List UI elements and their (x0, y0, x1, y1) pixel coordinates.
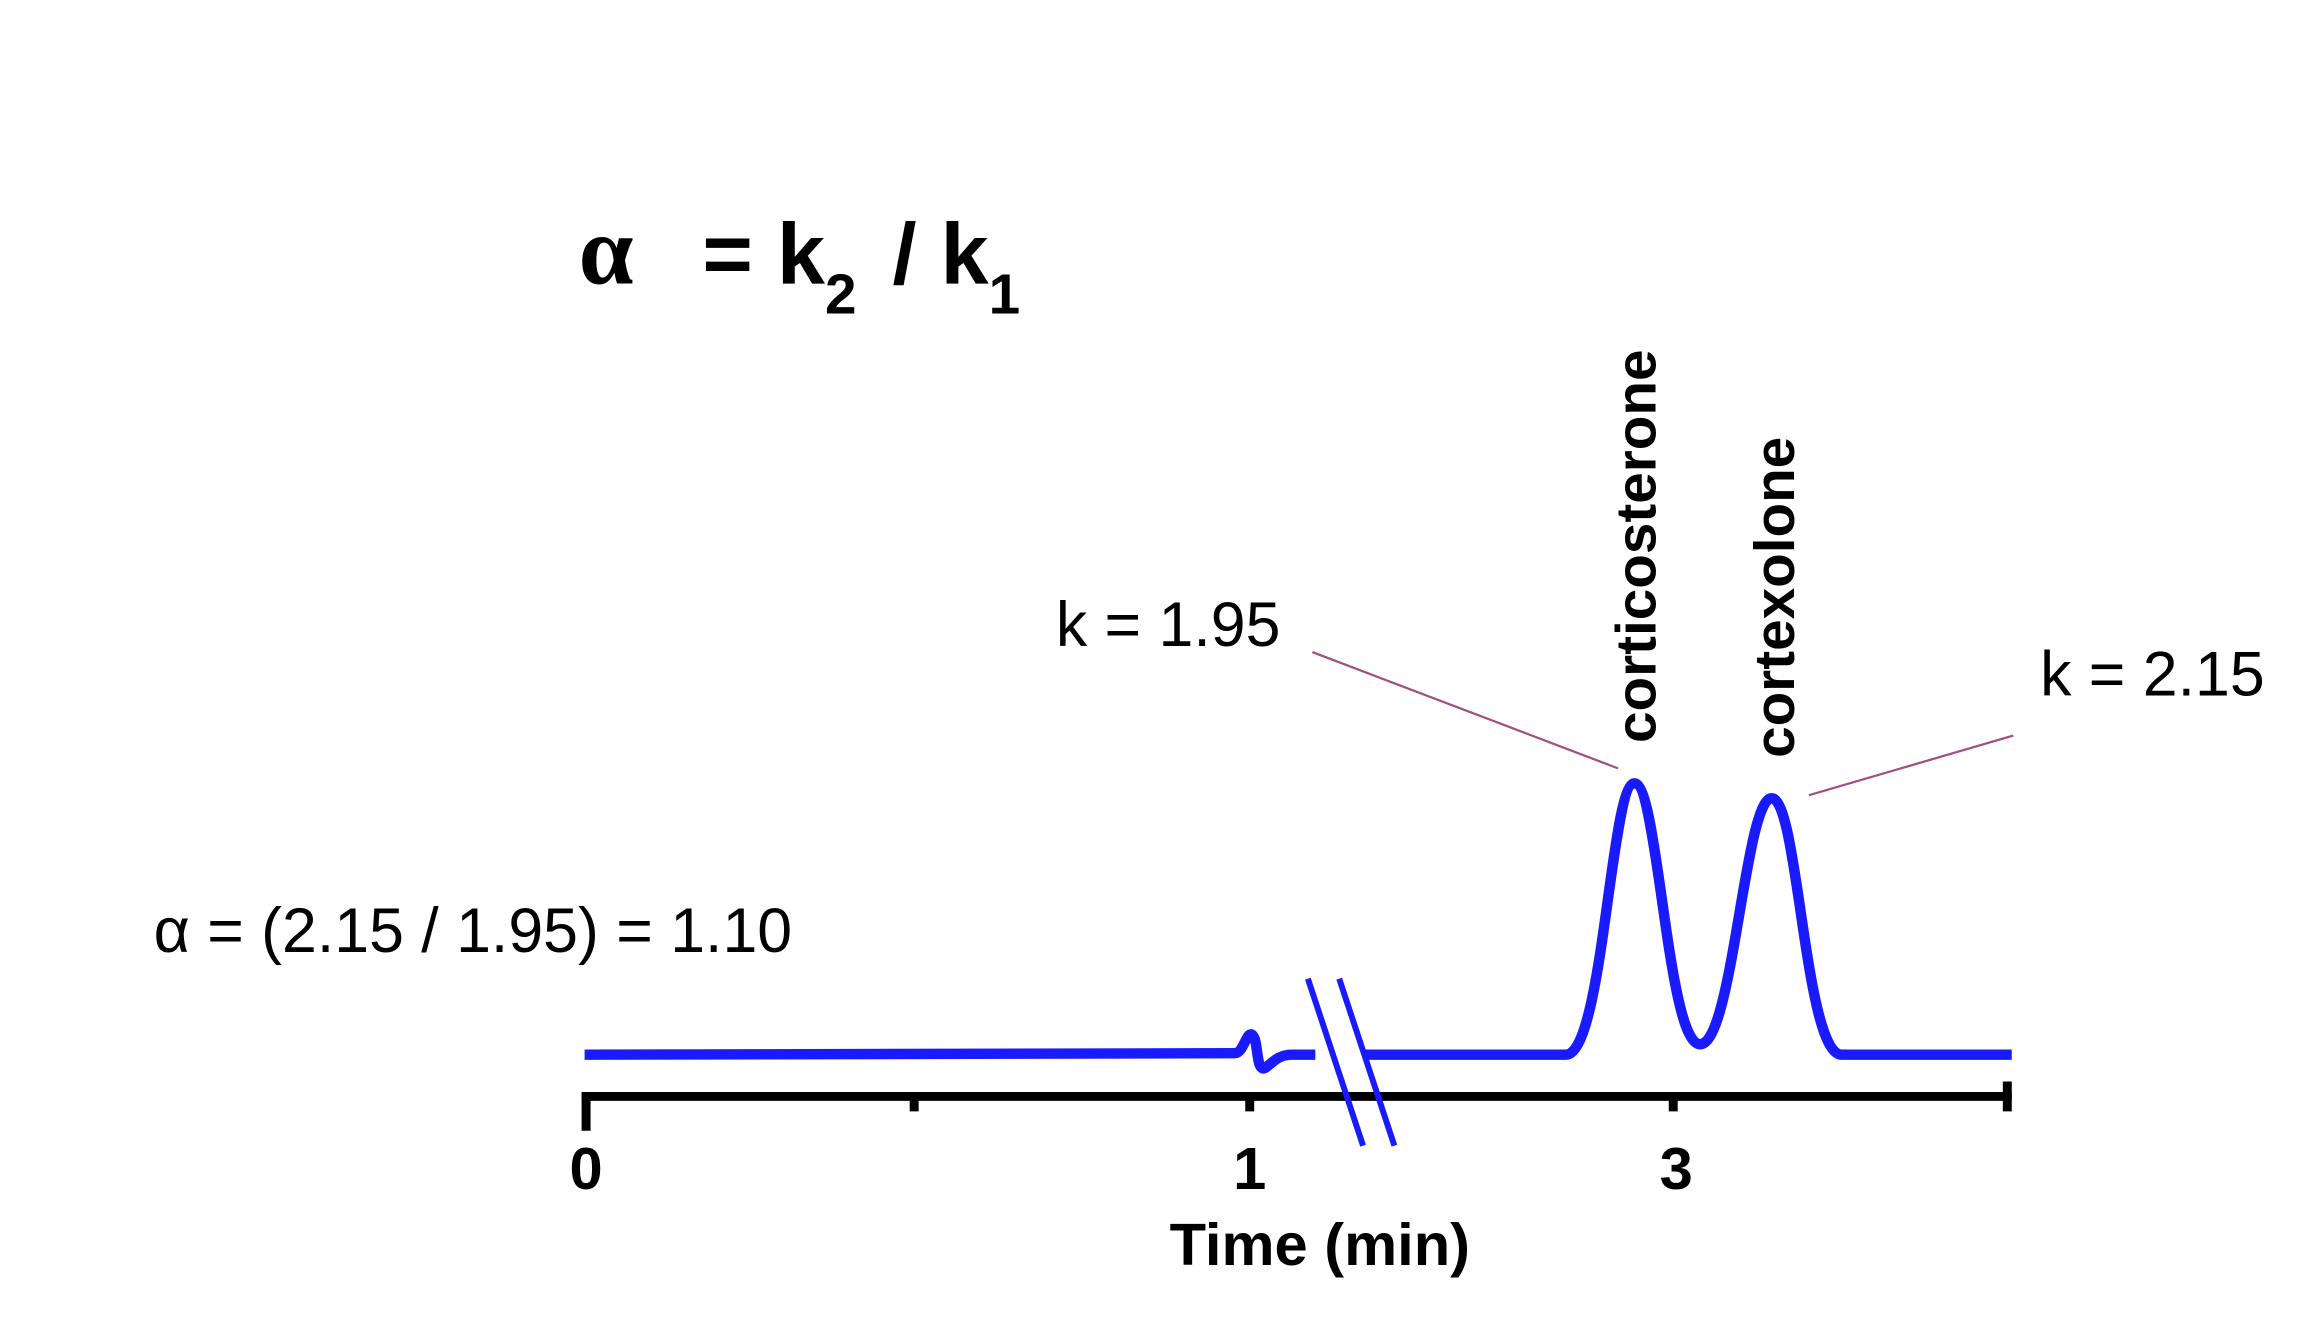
tick-label: 0 (569, 1135, 602, 1202)
tick-label: 1 (1233, 1135, 1266, 1202)
signal-trace (584, 1029, 1316, 1074)
peak-label: cortexolone (1744, 437, 1807, 758)
k-label: k = 2.15 (2040, 639, 2265, 709)
subscript: 1 (989, 264, 1021, 327)
leader-line (1808, 734, 2014, 797)
axis-break (1305, 977, 1398, 1147)
alpha-symbol: α (579, 197, 634, 306)
formula-part: = k (702, 207, 826, 303)
subscript: 2 (825, 264, 857, 327)
alpha-result: α = (2.15 / 1.95) = 1.10 (154, 896, 793, 966)
peak-label: corticosterone (1605, 349, 1668, 743)
time-axis (581, 1081, 2012, 1131)
leader-line (1311, 651, 1619, 770)
k-label: k = 1.95 (1056, 590, 1281, 660)
signal-trace (1364, 778, 2012, 1060)
tick-label: 3 (1660, 1135, 1693, 1202)
formula-part: / k (892, 207, 989, 303)
formula: α = k2 / k1 (579, 197, 1020, 333)
axis-title: Time (min) (1170, 1211, 1470, 1278)
